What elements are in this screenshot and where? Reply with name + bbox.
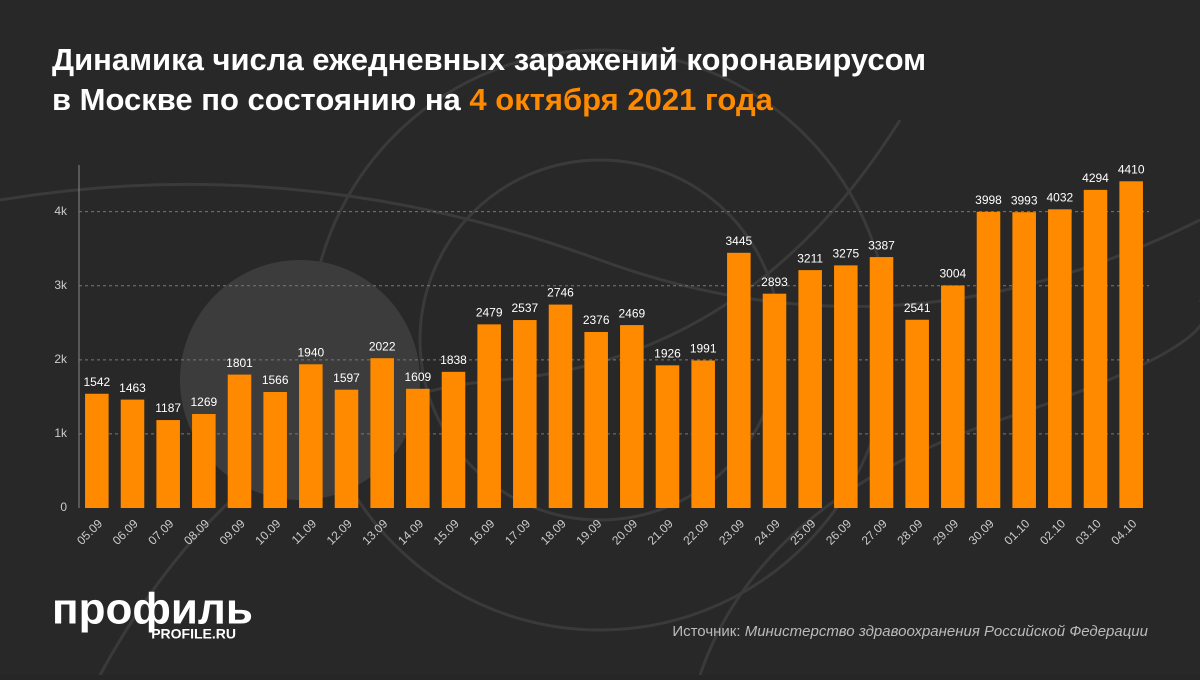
value-label: 3445 bbox=[725, 234, 752, 248]
value-label: 1187 bbox=[155, 401, 181, 415]
bar bbox=[370, 358, 394, 508]
value-label: 3275 bbox=[832, 247, 859, 261]
bar bbox=[834, 265, 858, 508]
value-label: 2479 bbox=[476, 306, 503, 320]
value-label: 1463 bbox=[119, 381, 146, 395]
bar bbox=[85, 393, 109, 508]
value-label: 3211 bbox=[797, 251, 823, 265]
bar bbox=[156, 420, 180, 508]
value-label: 3993 bbox=[1011, 193, 1038, 207]
chart-title-highlight: 4 октября 2021 года bbox=[469, 82, 773, 117]
bar bbox=[1048, 209, 1072, 508]
value-label: 3998 bbox=[975, 193, 1002, 207]
value-label: 1801 bbox=[226, 356, 253, 370]
bar bbox=[762, 293, 787, 508]
chart-title: Динамика числа ежедневных заражений коро… bbox=[52, 42, 926, 77]
value-label: 3004 bbox=[939, 267, 966, 281]
logo-url: PROFILE.RU bbox=[151, 626, 236, 642]
y-tick-label: 3k bbox=[54, 278, 68, 292]
bar bbox=[655, 365, 680, 508]
bar bbox=[513, 320, 537, 508]
bar bbox=[941, 285, 965, 508]
value-label: 1609 bbox=[404, 370, 431, 384]
y-tick-label: 4k bbox=[54, 204, 68, 218]
value-label: 1566 bbox=[262, 373, 289, 387]
chart-title-part: в Москве по состоянию на bbox=[52, 82, 469, 117]
value-label: 2746 bbox=[547, 286, 574, 300]
value-label: 4032 bbox=[1046, 190, 1073, 204]
bar bbox=[727, 252, 751, 508]
logo: профиль bbox=[52, 585, 253, 634]
bar bbox=[334, 389, 359, 508]
source-text: Министерство здравоохранения Российской … bbox=[745, 623, 1149, 640]
value-label: 1940 bbox=[297, 345, 324, 359]
bar bbox=[869, 257, 894, 508]
value-label: 2541 bbox=[904, 301, 931, 315]
bar bbox=[477, 324, 501, 508]
value-label: 4294 bbox=[1082, 171, 1109, 185]
source: Источник: Министерство здравоохранения Р… bbox=[672, 623, 1148, 640]
value-label: 1926 bbox=[654, 346, 681, 360]
value-label: 1269 bbox=[190, 395, 217, 409]
bar bbox=[691, 360, 715, 508]
value-label: 1991 bbox=[690, 342, 717, 356]
value-label: 2469 bbox=[618, 306, 645, 320]
y-tick-label: 1k bbox=[54, 426, 68, 440]
bar bbox=[798, 270, 822, 508]
bar bbox=[976, 211, 1001, 508]
value-label: 2537 bbox=[511, 301, 538, 315]
y-tick-label: 2k bbox=[54, 352, 68, 366]
bar bbox=[263, 391, 287, 508]
value-label: 1838 bbox=[440, 353, 467, 367]
bar bbox=[299, 364, 323, 508]
bar bbox=[406, 388, 430, 508]
value-label: 1597 bbox=[333, 371, 360, 385]
bar bbox=[1083, 189, 1108, 508]
value-label: 1542 bbox=[83, 375, 110, 389]
source-label: Источник: bbox=[672, 623, 744, 640]
value-label: 3387 bbox=[868, 238, 895, 252]
bar bbox=[620, 325, 644, 508]
value-label: 4410 bbox=[1118, 162, 1145, 176]
bar bbox=[905, 319, 929, 508]
bar bbox=[584, 331, 608, 508]
bar bbox=[192, 413, 216, 508]
value-label: 2022 bbox=[369, 339, 396, 353]
bar bbox=[1012, 212, 1036, 508]
value-label: 2893 bbox=[761, 275, 788, 289]
value-label: 2376 bbox=[583, 313, 610, 327]
bar bbox=[1119, 181, 1143, 509]
chart-title-line: в Москве по состоянию на 4 октября 2021 … bbox=[52, 82, 774, 117]
y-tick-label: 0 bbox=[60, 500, 67, 514]
bar bbox=[120, 399, 145, 508]
bar bbox=[227, 374, 252, 508]
bar bbox=[441, 371, 466, 508]
bar bbox=[548, 304, 573, 508]
